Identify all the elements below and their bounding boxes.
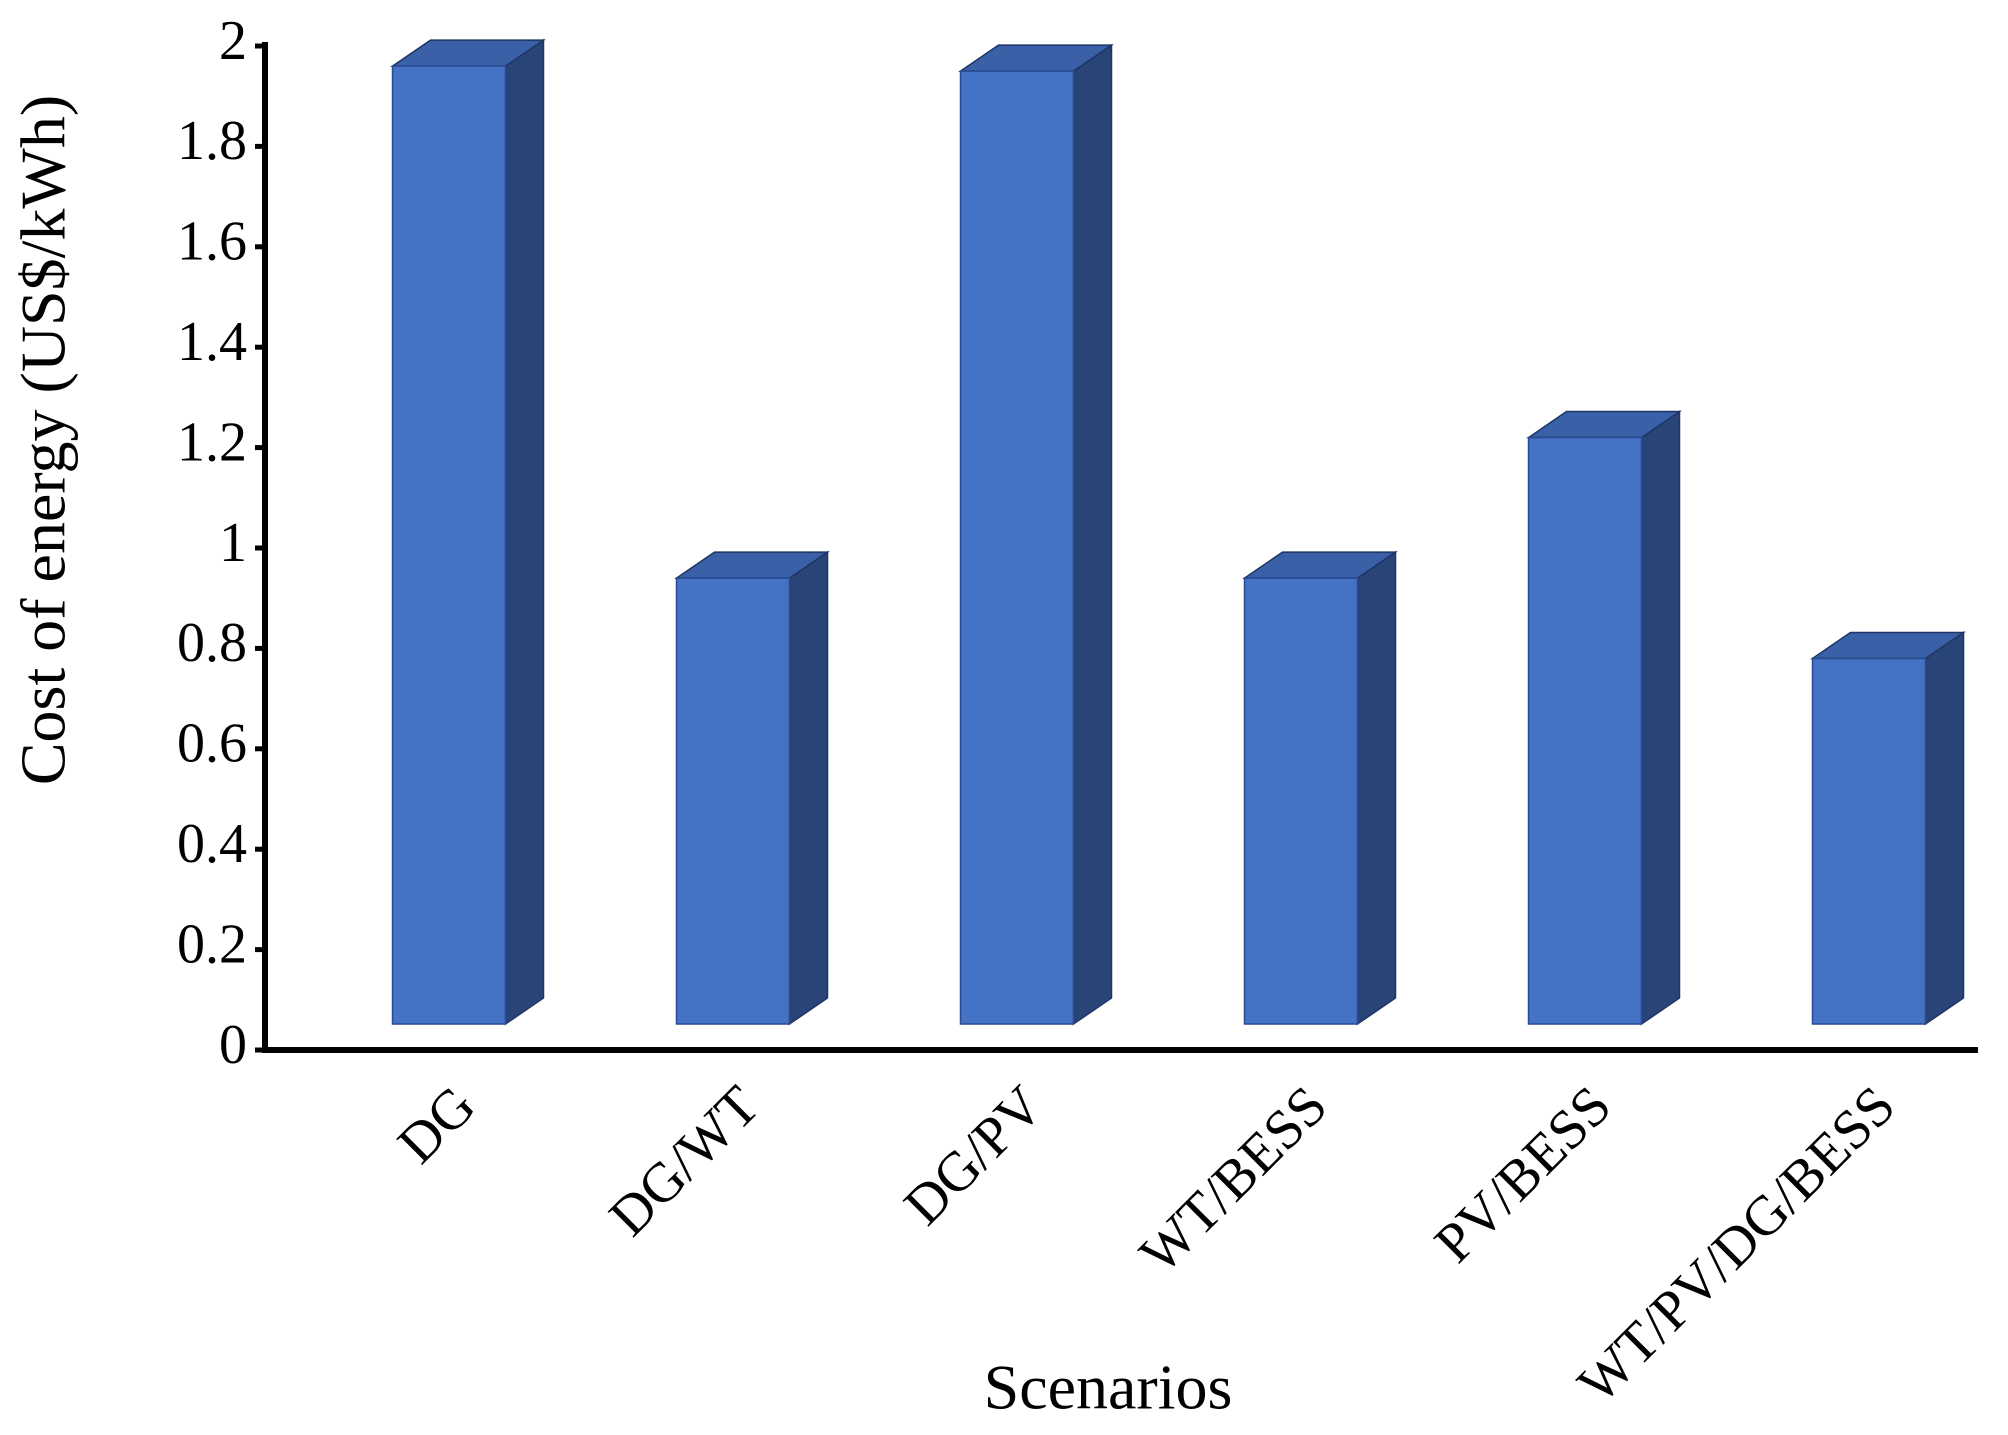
bar bbox=[391, 65, 507, 1025]
bar-side bbox=[1924, 631, 1965, 1026]
bar bbox=[1527, 436, 1643, 1025]
y-tick-label: 0.8 bbox=[177, 612, 247, 674]
bar bbox=[675, 577, 791, 1025]
x-tick-label: DG/PV bbox=[893, 1074, 1056, 1237]
y-tick-label: 1 bbox=[219, 512, 247, 574]
y-tick-label: 1.2 bbox=[177, 411, 247, 473]
bar bbox=[1811, 657, 1927, 1025]
x-axis-label: Scenarios bbox=[984, 1352, 1233, 1423]
y-tick-label: 0 bbox=[219, 1014, 247, 1076]
x-tick-label: DG bbox=[386, 1074, 487, 1175]
y-tick-label: 0.2 bbox=[177, 913, 247, 975]
x-tick-label: WT/BESS bbox=[1128, 1074, 1339, 1285]
bar-side bbox=[1072, 43, 1113, 1026]
x-tick-label: WT/PV/DG/BESS bbox=[1566, 1074, 1907, 1415]
bar-side bbox=[1356, 550, 1397, 1026]
y-tick-label: 0.6 bbox=[177, 713, 247, 775]
bar-side bbox=[788, 550, 829, 1026]
y-tick-label: 0.4 bbox=[177, 813, 247, 875]
x-tick-label: PV/BESS bbox=[1423, 1074, 1623, 1274]
y-tick-label: 1.4 bbox=[177, 311, 247, 373]
x-tick-label: DG/WT bbox=[598, 1074, 772, 1248]
y-tick-label: 1.8 bbox=[177, 110, 247, 172]
y-tick-label: 1.6 bbox=[177, 211, 247, 273]
y-axis-label: Cost of energy (US$/kWh) bbox=[8, 95, 79, 785]
bar bbox=[959, 70, 1075, 1025]
bar bbox=[1243, 577, 1359, 1025]
bar-side bbox=[1640, 410, 1681, 1026]
y-tick-label: 2 bbox=[219, 10, 247, 72]
bar-side bbox=[504, 38, 545, 1026]
